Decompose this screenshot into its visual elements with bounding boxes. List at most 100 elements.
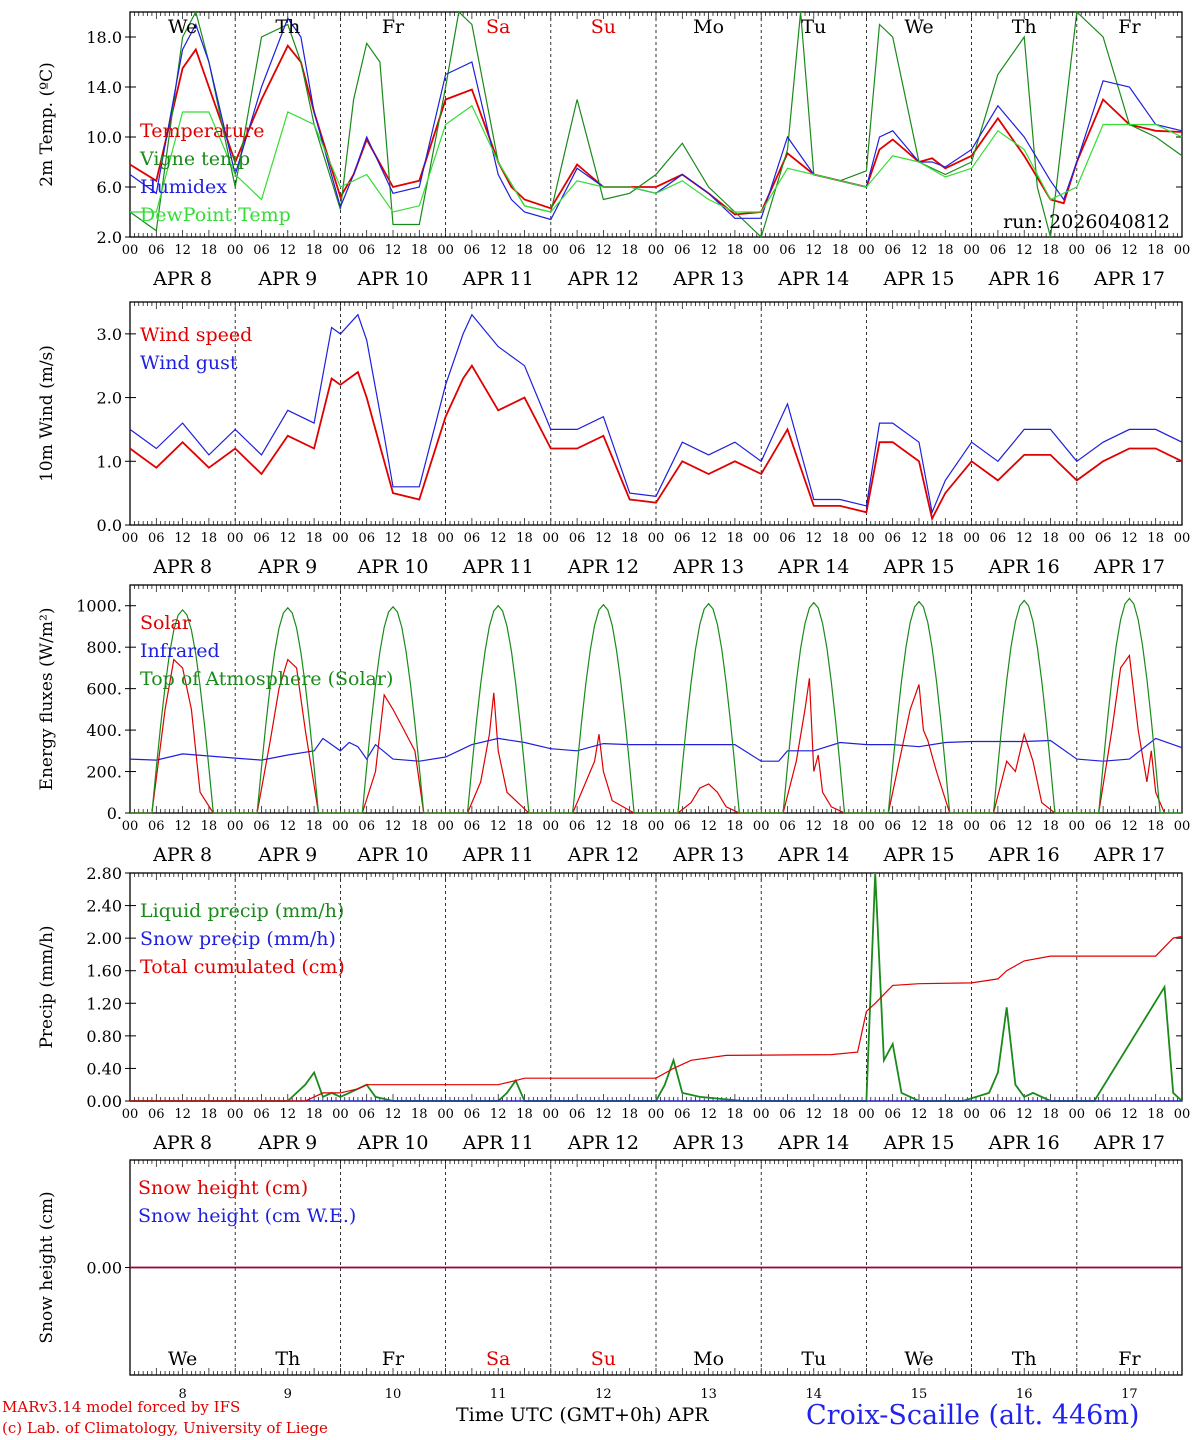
hour-label: 18 — [1147, 531, 1164, 546]
date-label: APR 9 — [257, 556, 317, 578]
hour-label: 12 — [595, 819, 612, 834]
series-line-vigne-temp — [129, 10, 1183, 239]
day-name-label: We — [904, 16, 933, 38]
date-label: APR 10 — [356, 268, 428, 290]
y-tick-label: 10.0 — [86, 128, 122, 147]
date-label: APR 12 — [567, 1132, 639, 1154]
hour-label: 00 — [543, 243, 560, 258]
hour-label: 06 — [253, 531, 270, 546]
y-axis-label: 2m Temp. (ºC) — [37, 62, 57, 187]
hour-label: 12 — [490, 531, 507, 546]
hour-label: 06 — [779, 819, 796, 834]
legend-entry: Top of Atmosphere (Solar) — [140, 668, 393, 690]
date-label: APR 17 — [1093, 1132, 1165, 1154]
panel-2 — [125, 301, 1183, 526]
hour-label: 00 — [437, 243, 454, 258]
y-tick-label: 1.20 — [86, 994, 122, 1013]
day-number-label: 15 — [911, 1387, 928, 1402]
hour-label: 12 — [911, 1107, 928, 1122]
hour-label: 00 — [753, 819, 770, 834]
y-tick-label: 1.0 — [97, 452, 122, 471]
hour-label: 12 — [595, 531, 612, 546]
day-number-label: 13 — [700, 1387, 717, 1402]
date-label: APR 9 — [257, 1132, 317, 1154]
y-tick-label: 6.0 — [97, 178, 122, 197]
hour-label: 18 — [727, 243, 744, 258]
hour-label: 06 — [884, 531, 901, 546]
legend-entry: Wind gust — [140, 352, 238, 374]
hour-label: 00 — [227, 819, 244, 834]
series-line-temperature — [129, 44, 1183, 216]
hour-label: 12 — [700, 531, 717, 546]
day-name-label: Fr — [382, 16, 405, 38]
panel-frame — [129, 301, 1183, 526]
hour-label: 00 — [753, 531, 770, 546]
y-tick-label: 0.00 — [86, 1259, 122, 1278]
hour-label: 12 — [280, 1107, 297, 1122]
hour-label: 00 — [1174, 819, 1191, 834]
hour-label: 12 — [700, 819, 717, 834]
hour-label: 12 — [385, 1107, 402, 1122]
hour-label: 06 — [1095, 531, 1112, 546]
hour-label: 00 — [858, 531, 875, 546]
hour-label: 00 — [1174, 531, 1191, 546]
hour-label: 06 — [779, 531, 796, 546]
hour-label: 18 — [411, 243, 428, 258]
hour-label: 18 — [937, 243, 954, 258]
series-line-wind-gust — [129, 313, 1183, 515]
hour-label: 12 — [806, 243, 823, 258]
hour-label: 12 — [174, 531, 191, 546]
hour-label: 18 — [621, 531, 638, 546]
hour-label: 12 — [911, 531, 928, 546]
hour-label: 18 — [727, 531, 744, 546]
hour-label: 00 — [858, 819, 875, 834]
hour-label: 12 — [490, 1107, 507, 1122]
date-label: APR 14 — [777, 268, 849, 290]
hour-label: 06 — [990, 819, 1007, 834]
date-label: APR 13 — [672, 556, 744, 578]
y-tick-label: 400. — [86, 721, 122, 740]
hour-label: 00 — [858, 243, 875, 258]
y-tick-label: 200. — [86, 763, 122, 782]
day-number-label: 10 — [385, 1387, 402, 1402]
hour-label: 06 — [253, 243, 270, 258]
hour-label: 18 — [727, 1107, 744, 1122]
hour-label: 12 — [700, 243, 717, 258]
hour-label: 18 — [937, 819, 954, 834]
series-line-solar — [130, 653, 1166, 814]
day-name-label: We — [168, 1348, 197, 1370]
day-name-label: Mo — [693, 1348, 724, 1370]
hour-label: 00 — [332, 531, 349, 546]
hour-label: 06 — [148, 531, 165, 546]
hour-label: 06 — [569, 819, 586, 834]
y-tick-label: 0. — [107, 804, 122, 823]
legend-entry: DewPoint Temp — [140, 204, 291, 226]
x-axis-title: Time UTC (GMT+0h) APR — [456, 1404, 709, 1426]
series-line-total-cumulated-cm- — [130, 935, 1183, 1102]
hour-label: 06 — [674, 819, 691, 834]
hour-label: 00 — [963, 819, 980, 834]
series-line-top-of-atmosphere-solar- — [130, 597, 1182, 814]
legend-entry: Snow height (cm W.E.) — [138, 1205, 356, 1227]
date-label: APR 10 — [356, 1132, 428, 1154]
hour-label: 06 — [464, 819, 481, 834]
hour-label: 00 — [1174, 1107, 1191, 1122]
day-name-label: We — [904, 1348, 933, 1370]
hour-label: 18 — [1042, 531, 1059, 546]
date-label: APR 14 — [777, 1132, 849, 1154]
hour-label: 00 — [963, 531, 980, 546]
date-label: APR 10 — [356, 844, 428, 866]
hour-label: 00 — [963, 243, 980, 258]
hour-label: 12 — [595, 1107, 612, 1122]
hour-label: 12 — [280, 243, 297, 258]
date-label: APR 17 — [1093, 844, 1165, 866]
date-label: APR 12 — [567, 268, 639, 290]
hour-label: 12 — [1121, 531, 1138, 546]
hour-label: 18 — [306, 531, 323, 546]
hour-label: 06 — [569, 531, 586, 546]
y-axis-label: Snow height (cm) — [37, 1191, 57, 1343]
y-tick-label: 0.80 — [86, 1027, 122, 1046]
date-label: APR 8 — [152, 268, 212, 290]
hour-label: 12 — [385, 531, 402, 546]
series-line-infrared — [129, 737, 1183, 762]
